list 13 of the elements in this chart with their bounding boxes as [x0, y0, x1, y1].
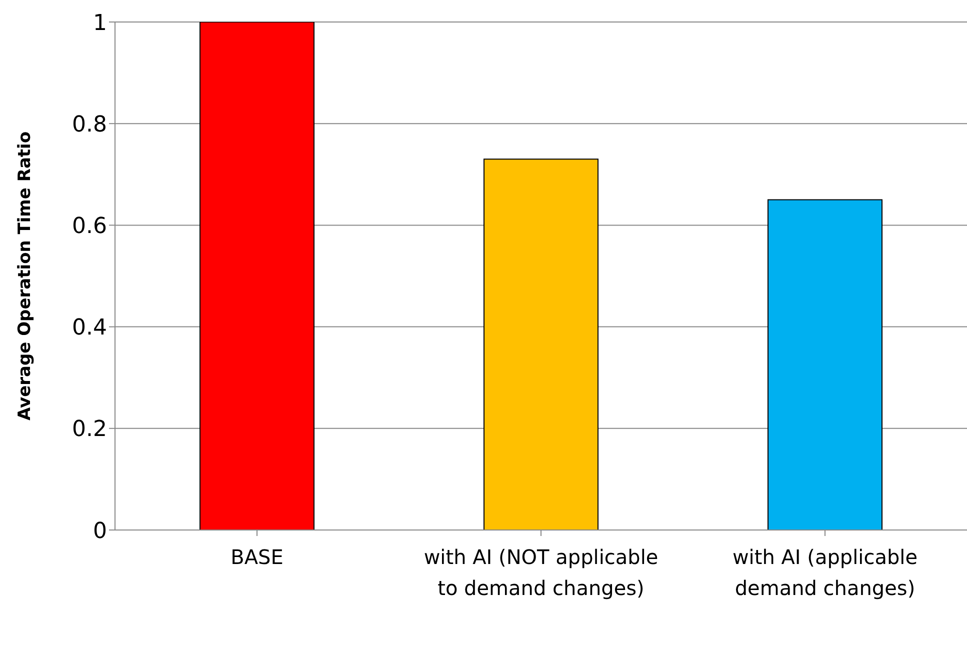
- y-tick-label: 0.8: [72, 112, 107, 138]
- y-axis-title: Average Operation Time Ratio: [15, 131, 36, 421]
- bar: [484, 158, 598, 530]
- bar: [200, 22, 314, 530]
- y-tick-label: 0.6: [72, 214, 107, 240]
- y-tick-label: 0.2: [72, 417, 107, 442]
- y-tick-label: 0: [93, 518, 107, 544]
- y-tick-label: 1: [93, 10, 107, 36]
- x-tick-label: with AI (applicable demand changes): [732, 545, 918, 600]
- bar: [768, 199, 882, 530]
- x-tick-label: BASE: [230, 545, 284, 570]
- x-tick-label: with AI (NOT applicable to demand changes): [424, 545, 658, 600]
- y-tick-label: 0.4: [72, 316, 107, 341]
